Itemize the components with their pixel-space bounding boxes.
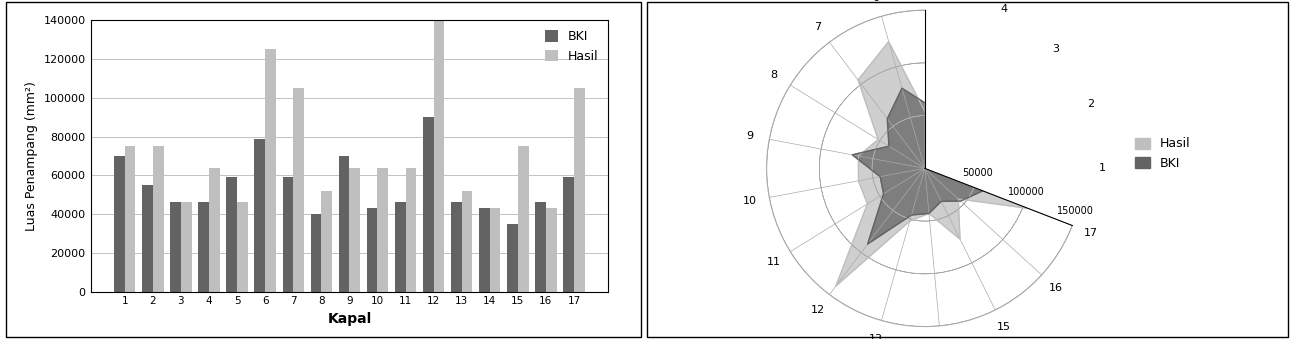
- Bar: [255, 139, 265, 292]
- Bar: [321, 191, 333, 292]
- Bar: [198, 202, 210, 292]
- Bar: [311, 214, 321, 292]
- Bar: [282, 177, 294, 292]
- Polygon shape: [853, 88, 999, 244]
- Bar: [536, 202, 546, 292]
- Bar: [433, 20, 444, 292]
- Bar: [153, 146, 163, 292]
- Bar: [452, 202, 462, 292]
- X-axis label: Kapal: Kapal: [327, 312, 371, 326]
- Bar: [339, 156, 349, 292]
- Bar: [546, 208, 556, 292]
- Bar: [462, 191, 472, 292]
- Bar: [210, 167, 220, 292]
- Bar: [142, 185, 153, 292]
- Bar: [181, 202, 192, 292]
- Bar: [489, 208, 501, 292]
- Bar: [114, 156, 124, 292]
- Bar: [423, 117, 433, 292]
- Y-axis label: Luas Penampang (mm²): Luas Penampang (mm²): [25, 81, 38, 231]
- Bar: [479, 208, 489, 292]
- Bar: [226, 177, 237, 292]
- Legend: BKI, Hasil: BKI, Hasil: [541, 26, 602, 66]
- Bar: [294, 88, 304, 292]
- Bar: [378, 167, 388, 292]
- Bar: [563, 177, 575, 292]
- Bar: [575, 88, 585, 292]
- Bar: [366, 208, 378, 292]
- Bar: [507, 224, 518, 292]
- Legend: Hasil, BKI: Hasil, BKI: [1132, 135, 1193, 172]
- Bar: [349, 167, 360, 292]
- Bar: [124, 146, 136, 292]
- Polygon shape: [836, 42, 1027, 286]
- Bar: [405, 167, 417, 292]
- Bar: [395, 202, 405, 292]
- Bar: [265, 49, 276, 292]
- Bar: [171, 202, 181, 292]
- Bar: [237, 202, 247, 292]
- Bar: [518, 146, 528, 292]
